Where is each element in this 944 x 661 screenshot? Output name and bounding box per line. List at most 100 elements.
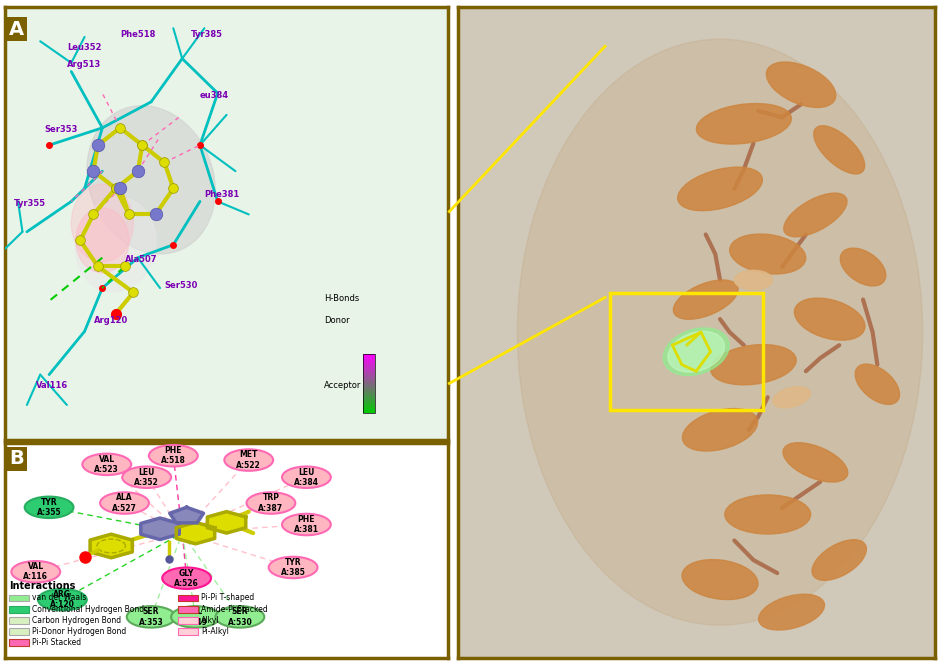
Text: Ser530: Ser530 [164, 281, 198, 290]
Text: B: B [9, 449, 24, 468]
Ellipse shape [76, 198, 156, 292]
FancyBboxPatch shape [9, 617, 29, 624]
Text: Ala507: Ala507 [125, 255, 157, 264]
Ellipse shape [162, 567, 211, 589]
Bar [611, 293, 763, 410]
Ellipse shape [855, 364, 900, 405]
Ellipse shape [683, 408, 758, 451]
Ellipse shape [697, 104, 791, 144]
FancyBboxPatch shape [177, 605, 197, 613]
Ellipse shape [759, 594, 824, 630]
FancyBboxPatch shape [9, 628, 29, 635]
Text: TYR
A:385: TYR A:385 [280, 558, 306, 577]
Ellipse shape [711, 344, 796, 385]
Ellipse shape [730, 234, 806, 274]
Ellipse shape [71, 184, 133, 262]
Ellipse shape [814, 126, 865, 174]
Text: ALA
A:527: ALA A:527 [112, 493, 137, 513]
Ellipse shape [82, 453, 131, 475]
Text: eu384: eu384 [200, 91, 229, 100]
Ellipse shape [282, 514, 330, 535]
Text: LEU
A:384: LEU A:384 [294, 467, 319, 487]
Ellipse shape [76, 208, 129, 273]
Ellipse shape [282, 467, 330, 488]
Ellipse shape [246, 492, 295, 514]
Text: Interactions: Interactions [9, 581, 76, 591]
Text: VAL
A:116: VAL A:116 [24, 562, 48, 582]
Ellipse shape [149, 445, 197, 467]
Text: Val116: Val116 [36, 381, 68, 389]
Text: Phe381: Phe381 [204, 190, 240, 199]
Text: Pi-Alkyl: Pi-Alkyl [201, 627, 228, 636]
Text: Phe518: Phe518 [120, 30, 156, 39]
Text: Amide-Pi Stacked: Amide-Pi Stacked [201, 605, 267, 613]
Text: VAL
A:349: VAL A:349 [183, 607, 208, 627]
Ellipse shape [171, 606, 220, 628]
Text: Carbon Hydrogen Bond: Carbon Hydrogen Bond [32, 616, 122, 625]
Ellipse shape [812, 540, 867, 580]
FancyBboxPatch shape [177, 594, 197, 602]
FancyBboxPatch shape [9, 594, 29, 602]
Ellipse shape [25, 496, 74, 518]
FancyBboxPatch shape [177, 617, 197, 624]
Text: LEU
A:352: LEU A:352 [134, 467, 160, 487]
Ellipse shape [783, 443, 848, 482]
Polygon shape [90, 534, 132, 558]
Text: Conventional Hydrogen Bond: Conventional Hydrogen Bond [32, 605, 144, 613]
Ellipse shape [269, 557, 317, 578]
FancyBboxPatch shape [9, 605, 29, 613]
FancyBboxPatch shape [9, 639, 29, 646]
Ellipse shape [773, 387, 810, 408]
Text: Tyr355: Tyr355 [13, 199, 45, 208]
Text: Ser353: Ser353 [44, 125, 78, 134]
Text: Tyr385: Tyr385 [191, 30, 223, 39]
Text: A: A [9, 20, 25, 38]
Text: GLY
A:526: GLY A:526 [175, 568, 199, 588]
Text: TRP
A:387: TRP A:387 [259, 493, 283, 513]
Ellipse shape [668, 331, 724, 372]
Polygon shape [141, 518, 179, 539]
Text: H-Bonds: H-Bonds [324, 294, 360, 303]
Ellipse shape [682, 560, 758, 600]
Ellipse shape [517, 39, 922, 625]
Text: van der Waals: van der Waals [32, 594, 87, 602]
Ellipse shape [734, 270, 772, 290]
Ellipse shape [840, 248, 885, 286]
Text: Pi-Donor Hydrogen Bond: Pi-Donor Hydrogen Bond [32, 627, 126, 636]
Text: Alkyl: Alkyl [201, 616, 219, 625]
Ellipse shape [100, 492, 149, 514]
Text: Pi-Pi T-shaped: Pi-Pi T-shaped [201, 594, 254, 602]
Ellipse shape [725, 495, 811, 534]
Text: VAL
A:523: VAL A:523 [94, 455, 119, 474]
Ellipse shape [664, 328, 729, 375]
Ellipse shape [38, 589, 87, 611]
Ellipse shape [215, 606, 264, 628]
Text: Acceptor: Acceptor [324, 381, 362, 389]
Ellipse shape [225, 449, 273, 471]
Text: SER
A:530: SER A:530 [228, 607, 252, 627]
Ellipse shape [126, 606, 176, 628]
Text: SER
A:353: SER A:353 [139, 607, 163, 627]
Ellipse shape [11, 561, 60, 582]
Text: PHE
A:518: PHE A:518 [160, 446, 186, 465]
FancyBboxPatch shape [177, 628, 197, 635]
Text: Donor: Donor [324, 316, 350, 325]
Text: ARG
A:120: ARG A:120 [50, 590, 75, 609]
Ellipse shape [784, 193, 847, 237]
Ellipse shape [87, 106, 215, 254]
Ellipse shape [767, 62, 835, 108]
Ellipse shape [123, 467, 171, 488]
Text: Arg120: Arg120 [93, 316, 127, 325]
Ellipse shape [673, 280, 738, 319]
Text: MET
A:522: MET A:522 [236, 450, 261, 470]
Text: Arg513: Arg513 [67, 60, 101, 69]
Text: PHE
A:381: PHE A:381 [294, 515, 319, 534]
Ellipse shape [678, 167, 763, 211]
Polygon shape [177, 522, 214, 544]
Text: Pi-Pi Stacked: Pi-Pi Stacked [32, 638, 81, 647]
Text: Leu352: Leu352 [67, 43, 101, 52]
Ellipse shape [795, 298, 865, 340]
Polygon shape [208, 512, 245, 533]
Polygon shape [170, 508, 204, 523]
Text: TYR
A:355: TYR A:355 [37, 498, 61, 517]
